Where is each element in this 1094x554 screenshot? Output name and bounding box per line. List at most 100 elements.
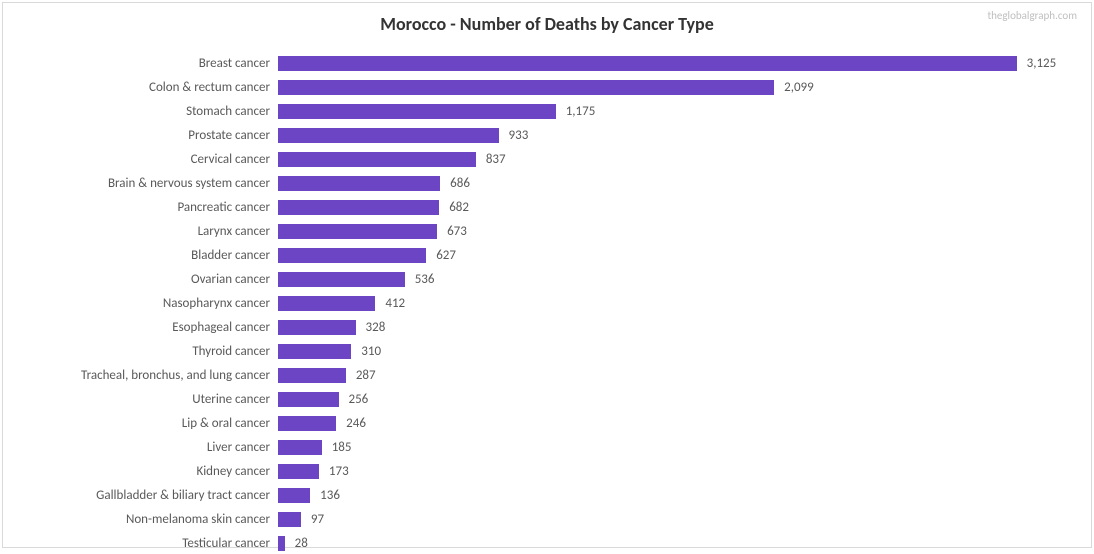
category-label: Uterine cancer [23,392,278,407]
bar-area: 673 [278,224,1071,239]
watermark-text: theglobalgraph.com [987,9,1077,22]
bar-row: Larynx cancer 673 [23,221,1071,242]
category-label: Tracheal, bronchus, and lung cancer [23,368,278,383]
bar-area: 686 [278,176,1071,191]
category-label: Prostate cancer [23,128,278,143]
value-label: 97 [311,512,324,527]
category-label: Nasopharynx cancer [23,296,278,311]
value-label: 287 [356,368,376,383]
category-label: Kidney cancer [23,464,278,479]
bar-area: 28 [278,536,1071,551]
bar [278,392,339,407]
category-label: Gallbladder & biliary tract cancer [23,488,278,503]
bar-row: Gallbladder & biliary tract cancer136 [23,485,1071,506]
bar-row: Breast cancer 3,125 [23,53,1071,74]
bar-row: Nasopharynx cancer 412 [23,293,1071,314]
value-label: 246 [346,416,366,431]
bar-area: 627 [278,248,1071,263]
bar-area: 536 [278,272,1071,287]
bar-row: Pancreatic cancer 682 [23,197,1071,218]
category-label: Colon & rectum cancer [23,80,278,95]
value-label: 256 [349,392,369,407]
bar [278,344,351,359]
bar-area: 933 [278,128,1071,143]
bar-row: Thyroid cancer 310 [23,341,1071,362]
category-label: Non-melanoma skin cancer [23,512,278,527]
bar [278,128,499,143]
bar-row: Uterine cancer 256 [23,389,1071,410]
value-label: 673 [447,224,467,239]
bar [278,224,437,239]
bar-area: 310 [278,344,1071,359]
category-label: Pancreatic cancer [23,200,278,215]
bar-row: Ovarian cancer536 [23,269,1071,290]
category-label: Bladder cancer [23,248,278,263]
bar-area: 287 [278,368,1071,383]
category-label: Larynx cancer [23,224,278,239]
bar-row: Tracheal, bronchus, and lung cancer 287 [23,365,1071,386]
bar-row: Kidney cancer 173 [23,461,1071,482]
bar [278,176,440,191]
bar-area: 3,125 [278,56,1071,71]
value-label: 686 [450,176,470,191]
category-label: Testicular cancer [23,536,278,551]
bar-area: 185 [278,440,1071,455]
chart-title: Morocco - Number of Deaths by Cancer Typ… [23,13,1071,35]
bar-area: 256 [278,392,1071,407]
value-label: 2,099 [784,80,814,95]
bar-row: Bladder cancer 627 [23,245,1071,266]
bar [278,248,426,263]
bar-rows: Breast cancer 3,125 Colon & rectum cancer 2… [23,53,1071,554]
value-label: 28 [295,536,308,551]
bar-row: Brain & nervous system cancer 686 [23,173,1071,194]
value-label: 328 [366,320,386,335]
bar-row: Liver cancer185 [23,437,1071,458]
bar [278,296,375,311]
category-label: Liver cancer [23,440,278,455]
bar-area: 837 [278,152,1071,167]
bar-area: 136 [278,488,1071,503]
bar-row: Esophageal cancer 328 [23,317,1071,338]
bar-row: Stomach cancer 1,175 [23,101,1071,122]
bar [278,416,336,431]
bar [278,200,439,215]
bar-row: Prostate cancer933 [23,125,1071,146]
bar-row: Non-melanoma skin cancer 97 [23,509,1071,530]
bar-row: Testicular cancer 28 [23,533,1071,554]
bar-area: 173 [278,464,1071,479]
bar-area: 412 [278,296,1071,311]
bar [278,512,301,527]
value-label: 627 [436,248,456,263]
category-label: Stomach cancer [23,104,278,119]
value-label: 1,175 [566,104,596,119]
category-label: Thyroid cancer [23,344,278,359]
bar [278,464,319,479]
value-label: 173 [329,464,349,479]
bar-area: 2,099 [278,80,1071,95]
bar [278,272,405,287]
category-label: Ovarian cancer [23,272,278,287]
category-label: Lip & oral cancer [23,416,278,431]
bar-area: 328 [278,320,1071,335]
value-label: 412 [385,296,405,311]
bar-row: Colon & rectum cancer 2,099 [23,77,1071,98]
category-label: Brain & nervous system cancer [23,176,278,191]
bar [278,440,322,455]
category-label: Breast cancer [23,56,278,71]
value-label: 682 [449,200,469,215]
bar [278,56,1017,71]
bar-area: 246 [278,416,1071,431]
category-label: Cervical cancer [23,152,278,167]
bar [278,368,346,383]
bar [278,320,356,335]
bar [278,488,310,503]
value-label: 310 [361,344,381,359]
bar-area: 1,175 [278,104,1071,119]
bar-area: 97 [278,512,1071,527]
bar [278,104,556,119]
value-label: 3,125 [1027,56,1057,71]
category-label: Esophageal cancer [23,320,278,335]
bar [278,536,285,551]
bar-row: Cervical cancer 837 [23,149,1071,170]
value-label: 837 [486,152,506,167]
